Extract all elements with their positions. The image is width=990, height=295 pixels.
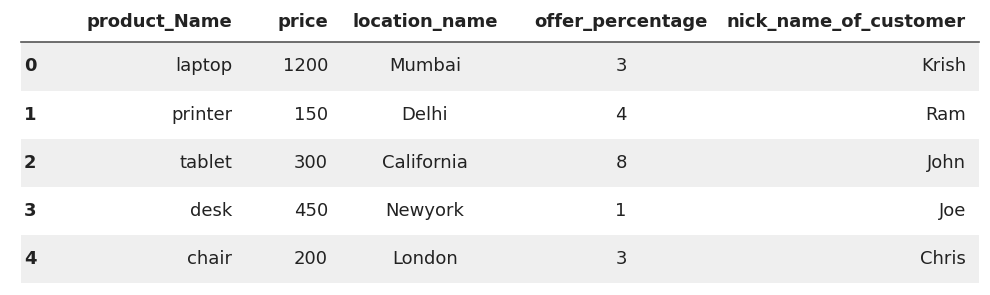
Text: Joe: Joe xyxy=(939,202,966,220)
Text: 300: 300 xyxy=(294,154,328,172)
Text: desk: desk xyxy=(190,202,233,220)
Text: offer_percentage: offer_percentage xyxy=(535,13,708,31)
Text: 4: 4 xyxy=(24,250,37,268)
FancyBboxPatch shape xyxy=(21,235,979,283)
Text: 3: 3 xyxy=(616,58,627,76)
Text: 1200: 1200 xyxy=(283,58,328,76)
Text: 4: 4 xyxy=(616,106,627,124)
Text: nick_name_of_customer: nick_name_of_customer xyxy=(727,13,966,31)
Text: 3: 3 xyxy=(24,202,37,220)
Text: 450: 450 xyxy=(294,202,328,220)
FancyBboxPatch shape xyxy=(21,42,979,91)
FancyBboxPatch shape xyxy=(21,187,979,235)
Text: 200: 200 xyxy=(294,250,328,268)
Text: price: price xyxy=(277,13,328,31)
Text: Krish: Krish xyxy=(921,58,966,76)
Text: laptop: laptop xyxy=(175,58,233,76)
Text: tablet: tablet xyxy=(179,154,233,172)
Text: 3: 3 xyxy=(616,250,627,268)
Text: California: California xyxy=(382,154,468,172)
Text: John: John xyxy=(927,154,966,172)
Text: Ram: Ram xyxy=(926,106,966,124)
Text: product_Name: product_Name xyxy=(86,13,233,31)
Text: 8: 8 xyxy=(616,154,627,172)
Text: Chris: Chris xyxy=(920,250,966,268)
FancyBboxPatch shape xyxy=(21,139,979,187)
Text: location_name: location_name xyxy=(352,13,498,31)
Text: printer: printer xyxy=(171,106,233,124)
Text: 0: 0 xyxy=(24,58,37,76)
Text: 150: 150 xyxy=(294,106,328,124)
Text: London: London xyxy=(392,250,457,268)
Text: chair: chair xyxy=(187,250,233,268)
Text: Delhi: Delhi xyxy=(402,106,448,124)
Text: 2: 2 xyxy=(24,154,37,172)
Text: Newyork: Newyork xyxy=(385,202,464,220)
Text: Mumbai: Mumbai xyxy=(389,58,461,76)
FancyBboxPatch shape xyxy=(21,91,979,139)
Text: 1: 1 xyxy=(24,106,37,124)
Text: 1: 1 xyxy=(616,202,627,220)
